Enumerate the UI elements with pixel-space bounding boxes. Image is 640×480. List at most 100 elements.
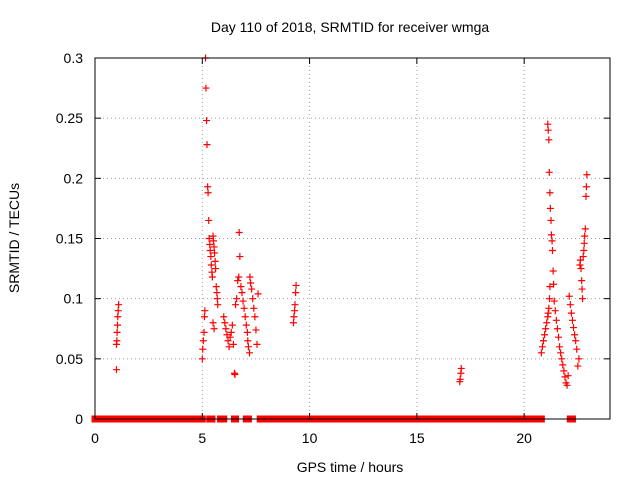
- data-point: [570, 324, 578, 332]
- data-point: [291, 307, 299, 315]
- data-point: [543, 319, 551, 327]
- data-point: [243, 328, 251, 336]
- data-point: [542, 325, 550, 333]
- data-point: [200, 328, 208, 336]
- data-point: [544, 309, 552, 317]
- data-point: [213, 295, 221, 303]
- data-point: [550, 280, 558, 288]
- data-point: [559, 361, 567, 369]
- data-point: [221, 319, 229, 327]
- y-tick-label: 0.1: [64, 291, 84, 307]
- data-point: [545, 304, 553, 312]
- data-point: [232, 301, 240, 309]
- data-point: [114, 321, 122, 329]
- data-point: [547, 216, 555, 224]
- data-point: [539, 337, 547, 345]
- data-point: [578, 277, 586, 285]
- data-point: [228, 321, 236, 329]
- data-point: [207, 261, 215, 269]
- data-point: [581, 225, 589, 233]
- data-point: [547, 231, 555, 239]
- data-point: [456, 375, 464, 383]
- data-point: [537, 349, 545, 357]
- data-point: [582, 183, 590, 191]
- data-point: [210, 243, 218, 251]
- data-point: [229, 340, 237, 348]
- data-point: [544, 120, 552, 128]
- y-axis-label: SRMTID / TECUs: [6, 183, 22, 293]
- data-point: [235, 228, 243, 236]
- data-point: [566, 301, 574, 309]
- data-point: [203, 141, 211, 149]
- data-point: [225, 343, 233, 351]
- data-point: [115, 301, 123, 309]
- data-point: [548, 247, 556, 255]
- data-point: [211, 249, 219, 257]
- data-point: [578, 285, 586, 293]
- data-point: [242, 321, 250, 329]
- data-point: [114, 307, 122, 315]
- data-point: [227, 328, 235, 336]
- data-point: [220, 313, 228, 321]
- data-point: [244, 343, 252, 351]
- x-tick-label: 5: [198, 430, 206, 446]
- data-point: [201, 307, 209, 315]
- data-point: [581, 232, 589, 240]
- data-point: [563, 381, 571, 389]
- data-point: [560, 367, 568, 375]
- data-point: [238, 289, 246, 297]
- data-point: [577, 265, 585, 273]
- data-point: [252, 326, 260, 334]
- x-tick-label: 0: [91, 430, 99, 446]
- data-point: [236, 253, 244, 261]
- data-point: [545, 295, 553, 303]
- data-point: [224, 337, 232, 345]
- x-axis-label: GPS time / hours: [297, 459, 404, 475]
- data-point: [198, 355, 206, 363]
- data-point: [556, 343, 564, 351]
- data-point: [213, 289, 221, 297]
- y-tick-label: 0.15: [56, 231, 83, 247]
- data-point: [246, 349, 253, 357]
- data-point: [253, 340, 261, 348]
- data-point: [550, 297, 558, 305]
- data-point: [546, 204, 554, 212]
- data-point: [546, 283, 554, 291]
- data-point: [244, 337, 252, 345]
- grid-lines: [95, 58, 610, 419]
- data-point: [568, 316, 576, 324]
- data-point: [567, 309, 575, 317]
- data-point: [555, 333, 562, 341]
- data-point: [557, 349, 565, 357]
- plot-frame: [94, 57, 611, 420]
- data-point: [233, 295, 241, 303]
- x-tick-label: 10: [302, 430, 318, 446]
- data-point: [240, 304, 248, 312]
- y-tick-label: 0: [75, 411, 83, 427]
- data-point: [113, 328, 121, 336]
- data-point: [206, 247, 214, 255]
- data-point: [237, 283, 245, 291]
- data-point: [204, 189, 212, 197]
- data-point: [564, 372, 572, 380]
- data-point: [241, 313, 249, 321]
- data-point: [579, 253, 587, 261]
- y-tick-label: 0.05: [56, 351, 83, 367]
- data-point: [203, 117, 211, 125]
- x-tick-label: 15: [409, 430, 425, 446]
- data-point: [572, 337, 580, 345]
- data-point: [210, 325, 218, 333]
- data-point: [457, 364, 465, 372]
- data-point: [574, 362, 582, 370]
- data-point: [211, 257, 219, 265]
- data-point: [231, 370, 239, 378]
- data-point: [292, 289, 300, 297]
- data-point: [205, 216, 213, 224]
- data-point: [573, 345, 581, 353]
- data-point: [209, 319, 217, 327]
- data-point: [249, 295, 257, 303]
- data-point: [251, 313, 259, 321]
- data-point: [292, 281, 300, 289]
- data-point: [580, 239, 588, 247]
- data-point: [290, 313, 298, 321]
